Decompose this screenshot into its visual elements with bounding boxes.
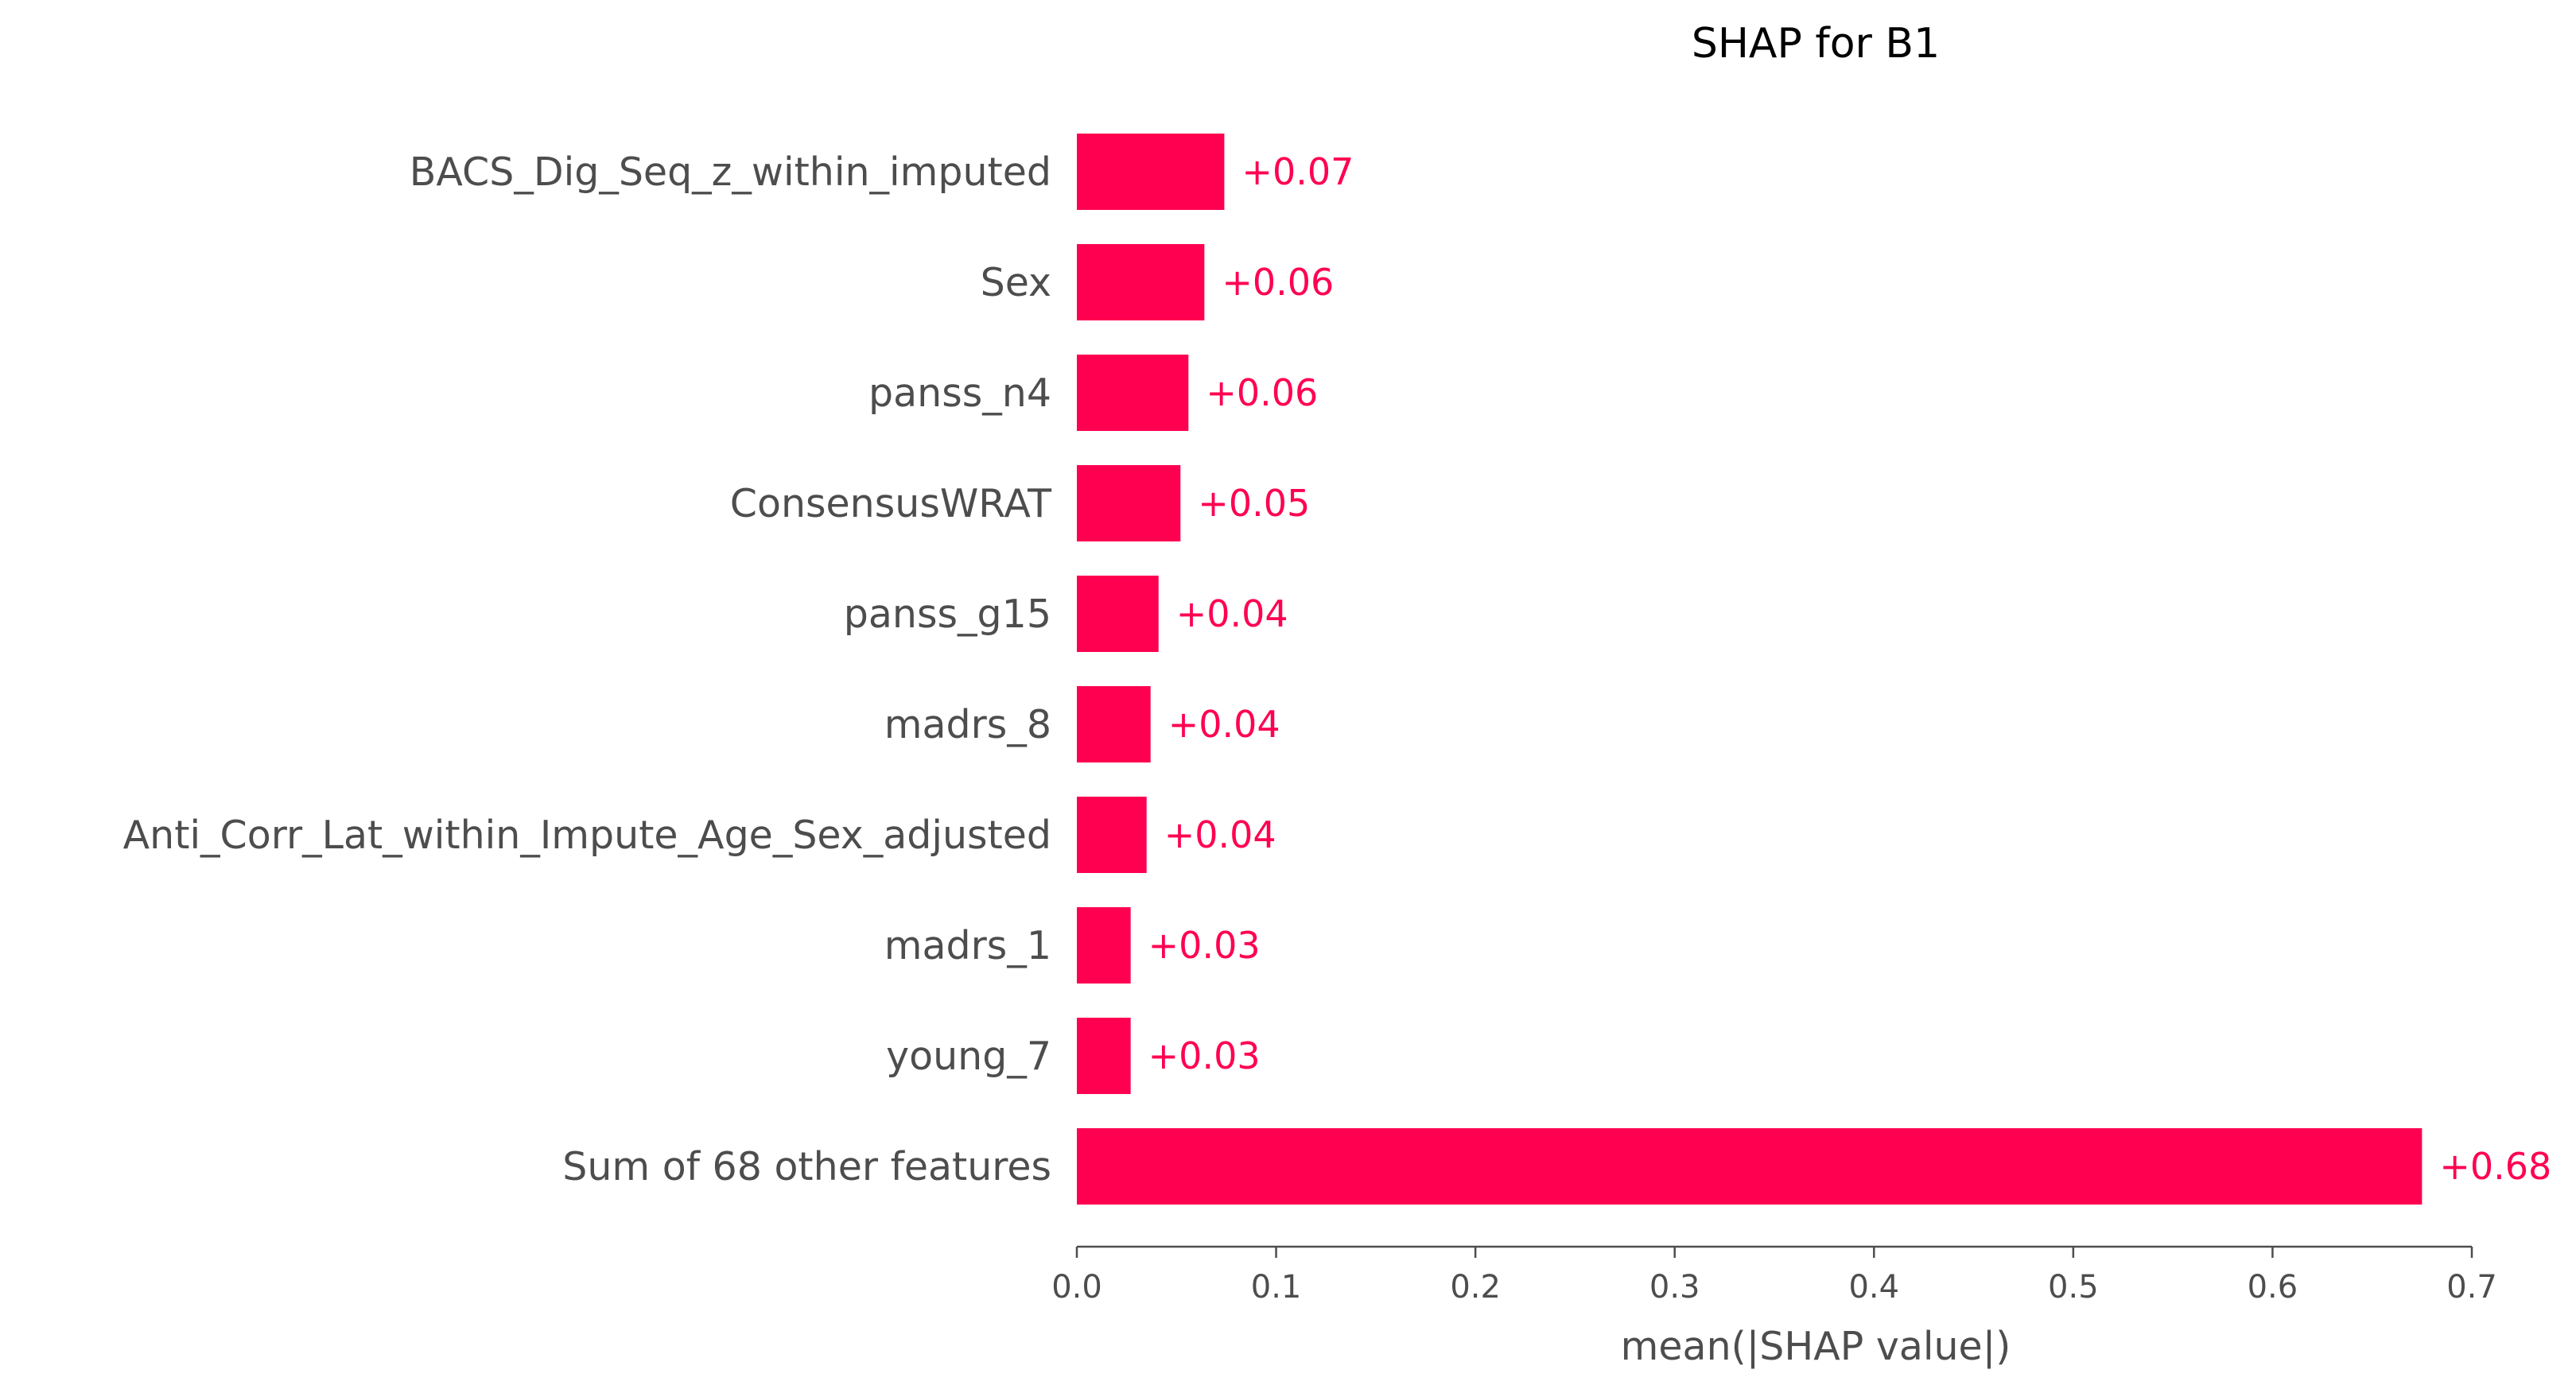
feature-label: madrs_8	[884, 702, 1051, 747]
bar	[1077, 1128, 2423, 1205]
value-label: +0.04	[1168, 703, 1280, 746]
bar	[1077, 465, 1181, 541]
bar	[1077, 355, 1189, 431]
x-axis-title: mean(|SHAP value|)	[1621, 1324, 2011, 1369]
value-label: +0.07	[1241, 150, 1354, 193]
value-label: +0.04	[1164, 813, 1276, 856]
bar	[1077, 797, 1147, 873]
feature-label: Sum of 68 other features	[562, 1144, 1051, 1189]
bar	[1077, 686, 1151, 762]
feature-label: Sex	[981, 260, 1051, 305]
value-label: +0.05	[1198, 482, 1310, 525]
value-label: +0.03	[1148, 924, 1261, 967]
value-label: +0.06	[1206, 371, 1318, 414]
feature-label: BACS_Dig_Seq_z_within_imputed	[410, 149, 1051, 195]
chart-title: SHAP for B1	[1692, 20, 1940, 68]
bar	[1077, 576, 1159, 652]
bar	[1077, 244, 1205, 320]
value-label: +0.04	[1176, 592, 1288, 635]
x-tick-label: 0.3	[1649, 1269, 1700, 1306]
bar	[1077, 1018, 1131, 1094]
feature-label: madrs_1	[884, 923, 1051, 968]
feature-label: Anti_Corr_Lat_within_Impute_Age_Sex_adju…	[123, 813, 1051, 858]
bars-layer: BACS_Dig_Seq_z_within_imputed +0.07 Sex +0.…	[123, 134, 2551, 1205]
x-tick-label: 0.6	[2248, 1269, 2298, 1306]
x-tick-label: 0.5	[2048, 1269, 2099, 1306]
bar	[1077, 907, 1131, 984]
x-tick-label: 0.2	[1450, 1269, 1501, 1306]
feature-label: young_7	[886, 1034, 1051, 1079]
x-tick-label: 0.0	[1051, 1269, 1102, 1306]
x-tick-label: 0.4	[1848, 1269, 1899, 1306]
feature-label: panss_g15	[844, 592, 1051, 637]
bar	[1077, 134, 1225, 210]
value-label: +0.03	[1148, 1034, 1261, 1077]
value-label: +0.68	[2439, 1145, 2551, 1188]
x-axis: 0.0 0.1 0.2 0.3 0.4 0.5 0.6 0.7	[1051, 1245, 2497, 1306]
value-label: +0.06	[1222, 261, 1334, 304]
x-tick-label: 0.7	[2446, 1269, 2497, 1306]
feature-label: ConsensusWRAT	[730, 481, 1052, 526]
feature-label: panss_n4	[868, 371, 1051, 416]
x-tick-label: 0.1	[1251, 1269, 1302, 1306]
